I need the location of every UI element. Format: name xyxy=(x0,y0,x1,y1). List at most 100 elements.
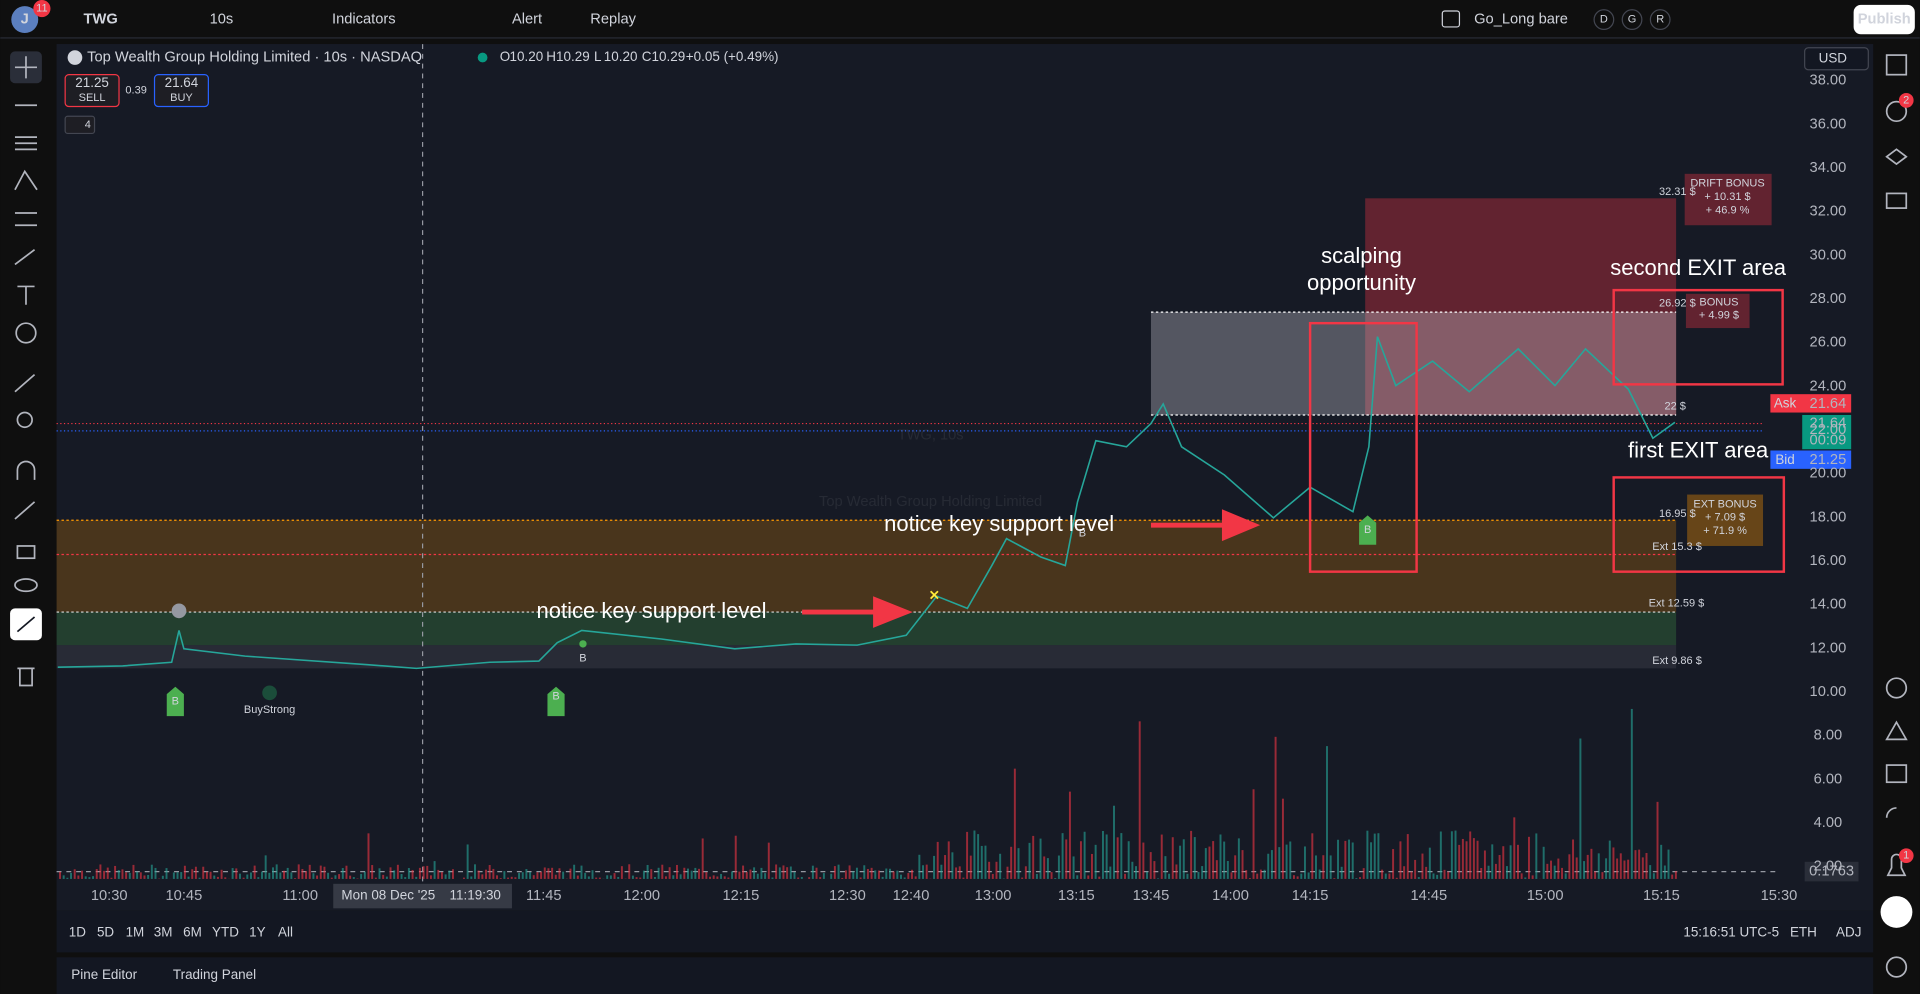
volume-bar xyxy=(705,872,708,879)
emoji-tool[interactable] xyxy=(15,322,37,344)
price-tick: 18.00 xyxy=(1810,509,1847,525)
volume-bar xyxy=(349,875,352,879)
level-label: Ext 9.86 $ xyxy=(1652,655,1702,667)
volume-bar xyxy=(1531,875,1534,879)
volume-bar xyxy=(1072,856,1075,879)
range-button[interactable]: 6M xyxy=(183,924,202,939)
arrow xyxy=(802,596,913,628)
volume-bar xyxy=(977,834,980,879)
volume-bar xyxy=(492,868,495,879)
range-button[interactable]: All xyxy=(278,924,293,939)
marker-dot xyxy=(579,640,587,648)
draw-mode[interactable] xyxy=(14,501,36,520)
zoom-tool[interactable] xyxy=(16,411,33,429)
volume-bar xyxy=(1270,850,1273,879)
volume-bar xyxy=(745,871,748,879)
price-tick: 10.00 xyxy=(1810,684,1847,700)
volume-bar xyxy=(1524,877,1527,879)
volume-bar xyxy=(1296,876,1299,879)
volume-bar xyxy=(573,864,576,879)
volume-bar xyxy=(1124,873,1126,879)
checkbox[interactable] xyxy=(1441,10,1461,28)
forecast-tool[interactable] xyxy=(14,212,38,227)
magnet-tool[interactable] xyxy=(16,460,36,480)
volume-bar xyxy=(587,876,590,879)
volume-bar xyxy=(1318,869,1321,879)
apps[interactable] xyxy=(1880,896,1913,928)
volume-bar xyxy=(125,872,128,879)
buy-button[interactable] xyxy=(153,74,209,108)
range-button[interactable]: 1D xyxy=(69,924,86,939)
layout-flag xyxy=(1649,9,1671,30)
price-tick: 34.00 xyxy=(1810,160,1847,176)
range-button[interactable]: 1M xyxy=(126,924,145,939)
delete-tool[interactable] xyxy=(17,667,35,687)
left-toolbar xyxy=(10,51,42,687)
texts: J 11 TWG 10s Indicators Alert Replay Go_Long ba… xyxy=(21,2,1911,982)
volume-bar xyxy=(330,877,333,879)
bonus-box xyxy=(1687,494,1764,546)
volume-bar xyxy=(822,873,825,879)
hide-tool[interactable] xyxy=(14,578,38,593)
volume-bar xyxy=(859,877,862,879)
stream[interactable] xyxy=(1885,807,1897,818)
volume-bar xyxy=(947,841,950,879)
volume-bar xyxy=(238,873,241,879)
volume-bar xyxy=(180,872,183,879)
volume-bar xyxy=(889,868,891,879)
volume-bar xyxy=(1638,849,1641,879)
range-button[interactable]: 3M xyxy=(154,924,173,939)
chat[interactable] xyxy=(1885,192,1908,209)
volume-value: 0.1763 xyxy=(1809,863,1854,879)
range-button[interactable]: 1Y xyxy=(249,924,265,939)
volume-bar xyxy=(1021,877,1024,879)
volume-bar xyxy=(1516,844,1519,879)
alerts[interactable] xyxy=(1885,100,1908,123)
time-tick: 15:30 xyxy=(1761,888,1798,904)
volume-bar xyxy=(1494,863,1497,879)
pattern[interactable] xyxy=(1885,720,1908,741)
notifications[interactable] xyxy=(1886,853,1907,877)
help[interactable] xyxy=(1885,956,1908,978)
panel-tab[interactable]: Pine Editor xyxy=(71,967,137,982)
volume-bar xyxy=(944,855,947,879)
volume-bar xyxy=(1076,875,1079,879)
pattern-tool[interactable] xyxy=(14,169,38,191)
volume-bar xyxy=(1311,833,1314,879)
clock: 15:16:51 UTC-5 xyxy=(1683,924,1779,939)
panel-tab[interactable]: Trading Panel xyxy=(173,967,256,982)
brush-tool[interactable] xyxy=(14,249,36,266)
ohlc-key: L xyxy=(594,49,602,64)
avatar[interactable] xyxy=(11,6,39,34)
price-tick: 24.00 xyxy=(1810,378,1847,394)
volume-bar xyxy=(514,877,517,879)
volume-bar xyxy=(833,866,836,879)
target[interactable] xyxy=(1885,677,1908,699)
volume-bar xyxy=(150,864,153,879)
currency-select[interactable] xyxy=(1804,47,1869,71)
lock-tool[interactable] xyxy=(16,545,36,560)
layers[interactable] xyxy=(1885,148,1908,166)
range-button[interactable]: YTD xyxy=(212,924,239,939)
watchlist[interactable] xyxy=(1885,54,1908,76)
publish-button[interactable] xyxy=(1853,4,1915,35)
range-button[interactable]: 5D xyxy=(97,924,114,939)
calendar[interactable] xyxy=(1885,764,1908,784)
volume-bar xyxy=(1612,847,1615,879)
volume-bar xyxy=(1315,855,1317,879)
indicator-toggle[interactable] xyxy=(64,115,96,135)
fib-tool[interactable] xyxy=(14,136,38,151)
watermark-symbol: TWG, 10s xyxy=(898,428,964,444)
price-tick: 28.00 xyxy=(1810,291,1847,307)
volume-bar xyxy=(1403,866,1406,879)
ruler-tool[interactable] xyxy=(14,373,36,393)
buy-marker xyxy=(166,686,184,717)
volume-bar xyxy=(653,877,656,879)
volume-bar xyxy=(1333,878,1336,879)
bonus-line: + 71.9 % xyxy=(1703,525,1747,537)
support-zone xyxy=(56,612,1677,646)
cursor-tool[interactable] xyxy=(14,56,38,79)
time-tick: 11:00 xyxy=(282,888,318,904)
text-tool[interactable] xyxy=(17,285,35,305)
sell-button[interactable] xyxy=(64,74,120,108)
